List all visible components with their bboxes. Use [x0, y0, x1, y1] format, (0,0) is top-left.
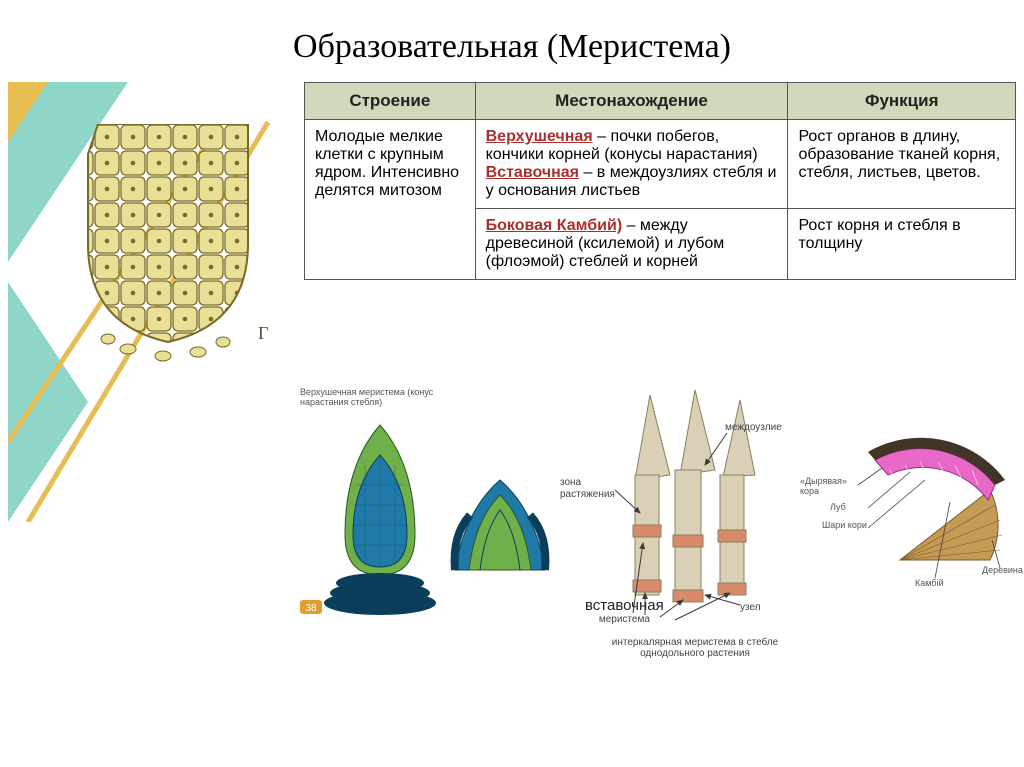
stem-caption: интеркалярная меристема в стебле однодол…	[595, 637, 795, 659]
term-lateral: Боковая Камбий)	[486, 217, 623, 234]
term-apical: Верхушечная	[486, 128, 593, 145]
col-header-location: Местонахождение	[475, 83, 788, 120]
label-cambium: Камбій	[915, 578, 944, 588]
col-header-structure: Строение	[305, 83, 476, 120]
stem-main-label: вставочная меристема	[585, 597, 664, 625]
label-lub: Луб	[830, 502, 846, 512]
term-intercalary: Вставочная	[486, 164, 579, 181]
label-layer: Шари кори	[822, 520, 870, 530]
right-column: Строение Местонахождение Функция Молодые…	[304, 82, 1016, 369]
table-header-row: Строение Местонахождение Функция	[305, 83, 1016, 120]
cell-function-1: Рост органов в длину, образование тканей…	[788, 120, 1016, 209]
figures-row: Верхушечная меристема (конус нарастания …	[300, 380, 1020, 660]
main-layout: Г Строение Местонахождение Функция Молод…	[0, 82, 1024, 369]
label-bark: «Дырявая» кора	[800, 476, 855, 496]
label-node: узел	[740, 602, 761, 613]
left-column: Г	[8, 82, 298, 369]
label-internode: междоузлие	[725, 422, 782, 433]
svg-text:растяжения: растяжения	[560, 489, 615, 500]
cell-location-1: Верхушечная – почки побегов, кончики кор…	[475, 120, 788, 209]
figure-bark-cambium: «Дырявая» кора Луб Шари кори Камбій Дере…	[820, 430, 1020, 590]
meristem-table: Строение Местонахождение Функция Молодые…	[304, 82, 1016, 280]
meristem-cell-diagram: Г	[68, 124, 268, 364]
col-header-function: Функция	[788, 83, 1016, 120]
cell-structure: Молодые мелкие клетки с крупным ядром. И…	[305, 120, 476, 280]
svg-text:зона: зона	[560, 477, 582, 488]
apical-caption: Верхушечная меристема (конус нарастания …	[300, 388, 440, 408]
cell-function-2: Рост корня и стебля в толщину	[788, 209, 1016, 280]
table-row: Молодые мелкие клетки с крупным ядром. И…	[305, 120, 1016, 209]
figure-badge: 38	[305, 603, 317, 614]
figure-apical-meristem: Верхушечная меристема (конус нарастания …	[300, 410, 560, 620]
diagram-letter-label: Г	[258, 323, 268, 343]
figure-intercalary-stem: междоузлие зона растяжения узел вставочн…	[555, 385, 805, 655]
cell-location-2: Боковая Камбий) – между древесиной (ксил…	[475, 209, 788, 280]
label-wood: Деревина	[982, 565, 1023, 575]
page-title: Образовательная (Меристема)	[0, 0, 1024, 82]
